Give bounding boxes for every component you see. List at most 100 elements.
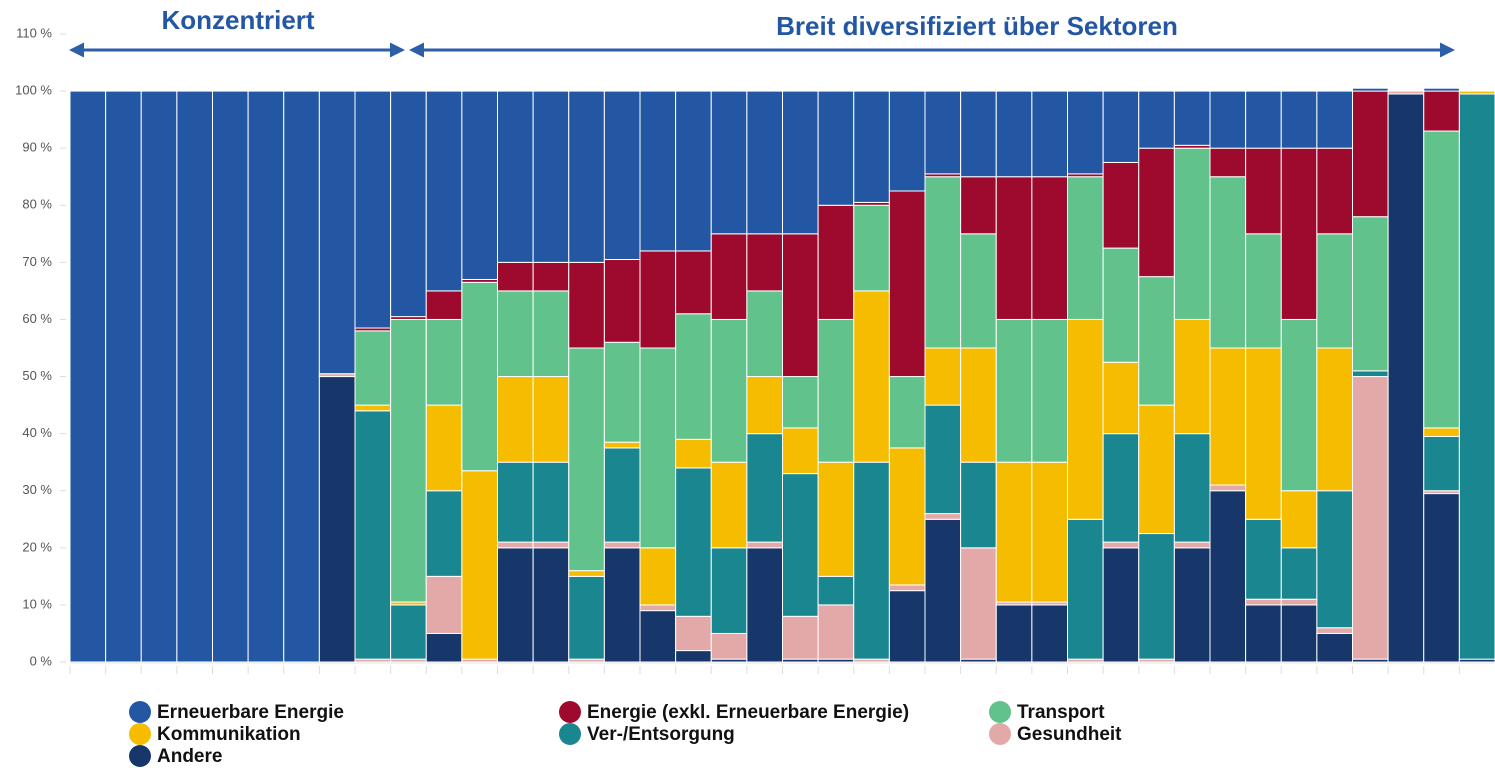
bar-segment <box>603 259 641 343</box>
bar-segment <box>247 90 285 663</box>
y-tick-label: 50 % <box>22 368 52 383</box>
bar-segment <box>746 547 783 663</box>
legend-swatch <box>989 723 1011 745</box>
legend-label: Erneuerbare Energie <box>157 702 344 723</box>
legend-label: Gesundheit <box>1017 724 1122 745</box>
bar-segment <box>1316 627 1353 634</box>
bar-segment <box>1245 90 1282 149</box>
bar-segment <box>710 632 748 660</box>
bar-segment <box>924 404 962 515</box>
bar-segment <box>1423 427 1460 437</box>
bar-segment <box>817 604 855 660</box>
bar-segment <box>639 547 677 606</box>
bar-segment <box>853 290 890 463</box>
bar-segment <box>1173 90 1211 146</box>
y-tick-label: 70 % <box>22 254 52 269</box>
bar-segment <box>105 90 142 663</box>
bar-segment <box>1423 87 1460 92</box>
bar-segment <box>1280 318 1318 492</box>
bar-segment <box>782 427 819 475</box>
bar-segment <box>675 438 712 469</box>
bar-segment <box>1067 90 1104 175</box>
bar-segment <box>1280 598 1318 606</box>
legend-swatch <box>129 723 151 745</box>
bar-segment <box>1138 90 1175 149</box>
bar-segment <box>1245 347 1282 520</box>
bar-segment <box>603 541 641 549</box>
bar-segment <box>354 404 392 412</box>
bar-segment <box>1173 147 1211 320</box>
bar-segment <box>888 447 926 586</box>
bar-segment <box>1173 318 1211 435</box>
y-tick-label: 0 % <box>30 653 53 668</box>
bar-segment <box>390 90 427 318</box>
bar-segment <box>497 261 534 292</box>
bar-segment <box>1209 347 1247 486</box>
bar-segment <box>924 347 962 406</box>
bar-segment <box>675 650 712 663</box>
bar-segment <box>318 90 356 375</box>
bar-segment <box>639 90 677 252</box>
legend-swatch <box>129 701 151 723</box>
legend-swatch <box>559 723 581 745</box>
bar-segment <box>1031 90 1068 178</box>
bar-segment <box>746 233 783 292</box>
bar-segment <box>568 347 605 572</box>
annotation: Konzentriert <box>161 5 314 35</box>
bar-segment <box>1316 632 1353 663</box>
bar-segment <box>1458 90 1495 95</box>
bar-segment <box>1067 176 1104 320</box>
bar-segment <box>675 467 712 617</box>
bar-segment <box>532 461 570 543</box>
bar-segment <box>461 470 498 660</box>
bar-segment <box>603 447 641 543</box>
bar-segment <box>1280 490 1318 549</box>
bar-segment <box>888 376 926 449</box>
bar-segment <box>318 376 356 663</box>
bar-segment <box>1173 547 1211 663</box>
bar-segment <box>1458 93 1495 660</box>
bar-segment <box>1245 147 1282 235</box>
bar-segment <box>675 313 712 440</box>
bar-segment <box>1423 90 1460 132</box>
annotation: Breit diversifiziert über Sektoren <box>776 11 1178 41</box>
bar-segment <box>1138 533 1175 660</box>
bar-segment <box>782 376 819 429</box>
bar-segment <box>817 575 855 606</box>
bar-segment <box>1352 90 1389 218</box>
bar-segment <box>1102 161 1140 249</box>
y-tick-label: 80 % <box>22 197 52 212</box>
bar-segment <box>710 233 748 320</box>
bar-segment <box>1352 216 1389 372</box>
bar-segment <box>746 90 783 235</box>
bar-segment <box>425 318 463 406</box>
bar-segment <box>1245 233 1282 349</box>
legend-swatch <box>559 701 581 723</box>
legend-label: Energie (exkl. Erneuerbare Energie) <box>587 702 909 723</box>
y-tick-label: 20 % <box>22 539 52 554</box>
bar-segment <box>960 461 997 549</box>
bar-segment <box>532 547 570 663</box>
bar-segment <box>425 575 463 634</box>
bar-segment <box>746 541 783 549</box>
bar-segment <box>995 90 1033 178</box>
bar-segment <box>532 541 570 549</box>
bar-segment <box>1352 370 1389 378</box>
bar-segment <box>746 433 783 543</box>
bar-segment <box>497 541 534 549</box>
y-tick-label: 90 % <box>22 140 52 155</box>
bar-segment <box>782 233 819 378</box>
bar-segment <box>497 461 534 543</box>
bar-segment <box>390 604 427 660</box>
bar-segment <box>176 90 213 663</box>
legend-label: Ver-/Entsorgung <box>587 724 735 745</box>
bar-segment <box>853 90 890 203</box>
bar-segment <box>1138 276 1175 406</box>
y-tick-label: 10 % <box>22 596 52 611</box>
bar-segment <box>1031 176 1068 320</box>
bar-segment <box>782 615 819 660</box>
bar-segment <box>853 204 890 292</box>
bar-segment <box>888 90 926 192</box>
bar-segment <box>1102 361 1140 435</box>
bar-segment <box>817 90 855 206</box>
